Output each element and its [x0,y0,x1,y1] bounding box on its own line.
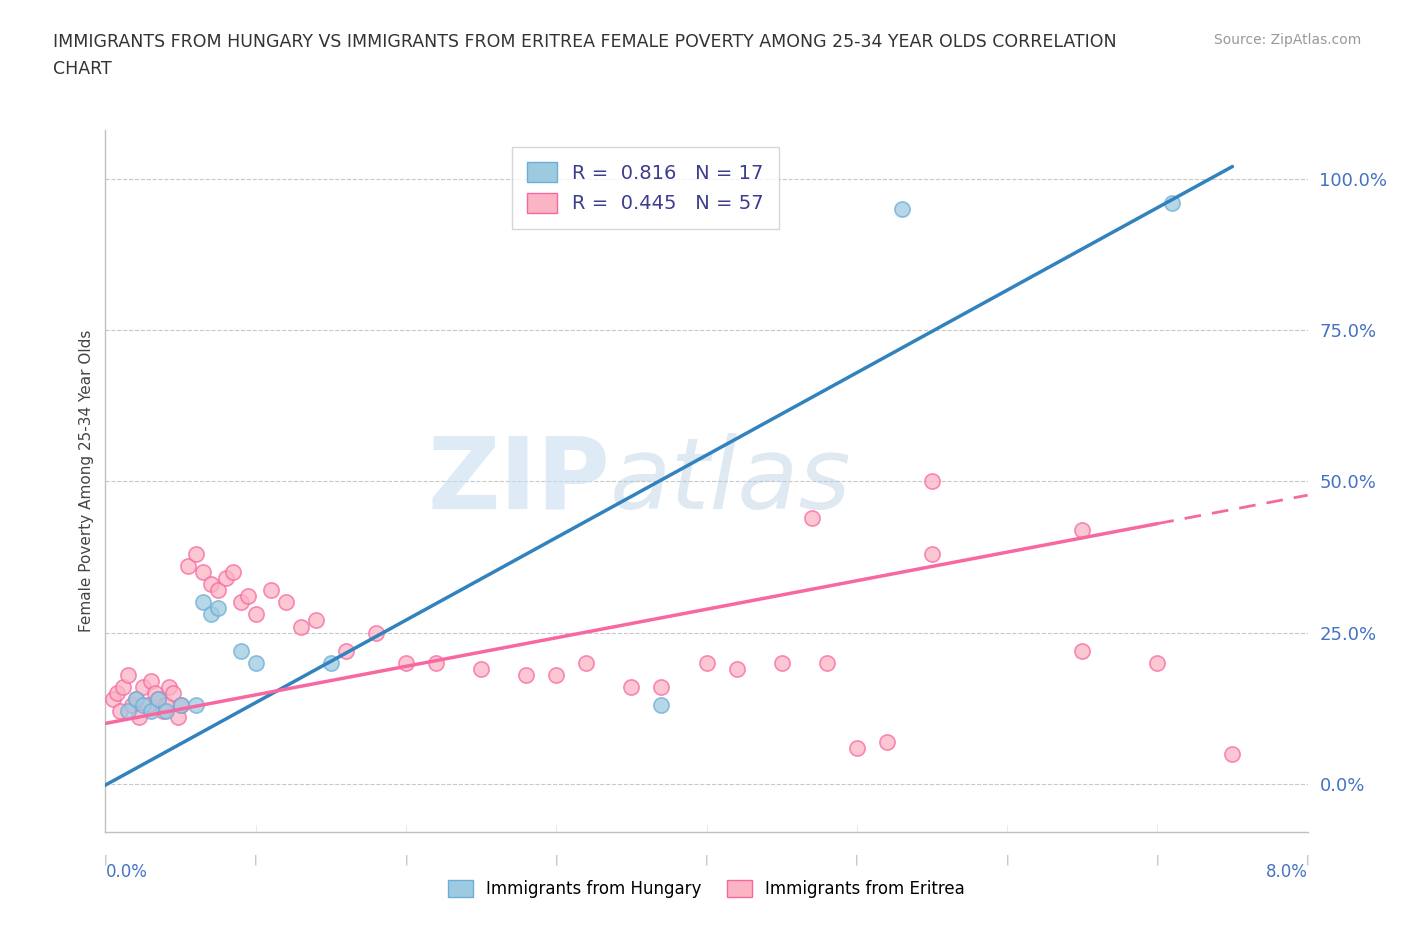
Point [155,704,177,719]
Point [169,698,191,712]
Point [1071,644,1094,658]
Point [101,692,124,707]
Point [800,511,823,525]
Point [157,680,180,695]
Point [191,565,214,579]
Point [139,673,162,688]
Point [155,698,177,712]
Point [132,698,155,712]
Text: |: | [104,854,107,865]
Text: 0.0%: 0.0% [105,863,148,882]
Point [222,565,245,579]
Point [229,595,252,610]
Text: |: | [1005,854,1010,865]
Point [305,613,328,628]
Point [335,644,357,658]
Text: IMMIGRANTS FROM HUNGARY VS IMMIGRANTS FROM ERITREA FEMALE POVERTY AMONG 25-34 YE: IMMIGRANTS FROM HUNGARY VS IMMIGRANTS FR… [53,33,1116,50]
Text: |: | [554,854,558,865]
Point [1222,746,1244,761]
Point [117,704,139,719]
Point [845,740,868,755]
Text: 8.0%: 8.0% [1265,863,1308,882]
Point [152,704,174,719]
Text: |: | [1306,854,1309,865]
Point [260,583,283,598]
Point [184,698,207,712]
Point [425,656,447,671]
Point [169,698,191,712]
Point [139,704,162,719]
Point [274,595,297,610]
Point [121,698,143,712]
Point [107,685,129,700]
Point [200,577,222,591]
Point [470,661,492,676]
Point [650,680,672,695]
Point [136,698,159,712]
Point [1161,195,1184,210]
Point [184,547,207,562]
Point [364,625,387,640]
Point [146,692,169,707]
Point [229,644,252,658]
Point [143,685,166,700]
Text: |: | [1156,854,1159,865]
Text: |: | [855,854,859,865]
Text: |: | [704,854,709,865]
Point [162,685,184,700]
Text: |: | [254,854,257,865]
Point [890,202,912,217]
Point [124,692,146,707]
Point [146,692,169,707]
Point [395,656,418,671]
Y-axis label: Female Poverty Among 25-34 Year Olds: Female Poverty Among 25-34 Year Olds [79,330,94,632]
Point [200,607,222,622]
Point [177,559,200,574]
Legend: R =  0.816   N = 17, R =  0.445   N = 57: R = 0.816 N = 17, R = 0.445 N = 57 [512,147,779,229]
Point [921,547,943,562]
Point [1146,656,1168,671]
Point [245,607,267,622]
Point [319,656,342,671]
Point [575,656,598,671]
Point [166,710,188,724]
Text: Source: ZipAtlas.com: Source: ZipAtlas.com [1213,33,1361,46]
Point [921,474,943,489]
Point [650,698,672,712]
Text: CHART: CHART [53,60,112,78]
Point [238,589,260,604]
Point [110,704,132,719]
Point [290,619,312,634]
Point [620,680,643,695]
Point [815,656,838,671]
Point [725,661,748,676]
Point [245,656,267,671]
Point [207,583,229,598]
Point [1071,523,1094,538]
Point [132,680,155,695]
Point [696,656,718,671]
Point [876,734,898,749]
Point [191,595,214,610]
Point [546,668,568,683]
Text: atlas: atlas [610,432,852,530]
Text: |: | [404,854,408,865]
Point [128,710,150,724]
Point [214,571,236,586]
Point [112,680,135,695]
Point [770,656,793,671]
Text: ZIP: ZIP [427,432,610,530]
Point [207,601,229,616]
Point [515,668,537,683]
Point [124,692,146,707]
Point [117,668,139,683]
